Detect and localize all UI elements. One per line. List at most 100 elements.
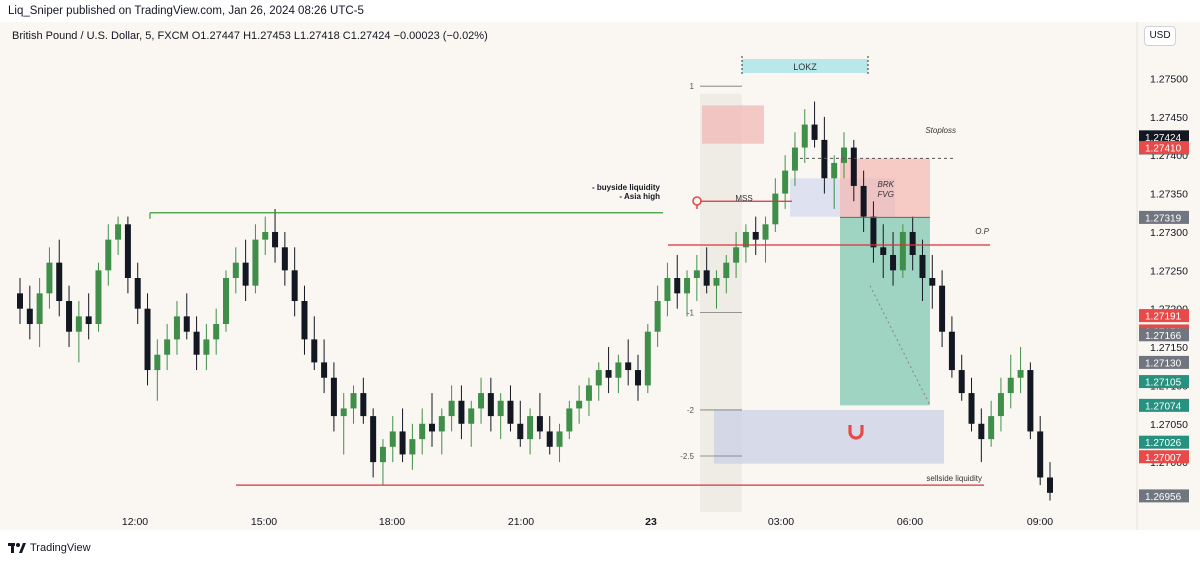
candle-body — [556, 431, 563, 447]
price-label: 1.27074 — [1139, 398, 1189, 412]
candle-body — [968, 393, 975, 424]
tradingview-logo-icon — [8, 543, 26, 553]
candle-body — [1017, 370, 1024, 378]
candle — [605, 347, 612, 394]
candle — [585, 377, 592, 417]
candle — [625, 339, 632, 386]
y-tick-label: 1.27500 — [1150, 74, 1188, 86]
candle-body — [291, 270, 298, 302]
candle — [468, 400, 475, 447]
candle-body — [164, 339, 171, 355]
candle — [546, 416, 553, 455]
candle — [527, 408, 534, 455]
price-label-bg — [1139, 328, 1189, 342]
candle-body — [899, 231, 906, 271]
candle — [713, 270, 720, 309]
candle — [281, 231, 288, 286]
candle — [85, 293, 92, 340]
candle-body — [26, 308, 33, 325]
candle-body — [487, 393, 494, 417]
candle — [615, 354, 622, 394]
symbol-legend[interactable]: British Pound / U.S. Dollar, 5, FXCM O1.… — [12, 30, 488, 42]
candle-body — [723, 262, 730, 278]
candle-body — [821, 139, 828, 179]
candle — [958, 354, 965, 401]
chart-pane[interactable] — [0, 22, 1200, 530]
candle-body — [173, 316, 180, 340]
candle-body — [1037, 431, 1044, 478]
x-tick-label: 21:00 — [508, 516, 534, 528]
price-label-text: 1.26956 — [1145, 492, 1182, 503]
candle-body — [585, 385, 592, 401]
candle — [17, 278, 23, 325]
lokz-label: LOKZ — [793, 62, 817, 72]
price-label-text: 1.27319 — [1145, 213, 1182, 224]
fvg-label: FVG — [878, 190, 894, 199]
stoploss-label: Stoploss — [925, 126, 956, 135]
candle — [487, 377, 494, 432]
path-line — [869, 285, 931, 406]
candle-body — [546, 431, 553, 447]
candle-body — [997, 393, 1004, 417]
candle-body — [389, 431, 396, 447]
candle-body — [595, 370, 602, 386]
candle — [350, 385, 357, 424]
lokz-bar — [742, 59, 868, 73]
candle — [909, 216, 916, 271]
candle-body — [193, 331, 200, 355]
price-label-text: 1.27424 — [1145, 133, 1182, 144]
x-tick-label: 03:00 — [768, 516, 794, 528]
candle — [644, 324, 651, 394]
price-label: 1.27105 — [1139, 375, 1189, 389]
candle-body — [615, 362, 622, 378]
candle — [291, 247, 298, 317]
y-tick-label: 1.27350 — [1150, 189, 1188, 201]
price-label: 1.27007 — [1139, 450, 1189, 464]
candle-body — [95, 270, 102, 325]
candle-body — [124, 224, 131, 278]
candle-body — [144, 308, 151, 371]
price-label-bg — [1139, 309, 1189, 323]
candle — [978, 408, 985, 463]
candle — [536, 393, 543, 440]
currency-button[interactable]: USD — [1144, 26, 1176, 46]
candle — [860, 170, 867, 232]
candle-body — [213, 324, 220, 340]
price-label-text: 1.27007 — [1145, 453, 1182, 464]
mss-label: MSS — [735, 194, 752, 203]
candle — [301, 285, 308, 355]
candle-body — [635, 370, 641, 386]
candle-body — [850, 147, 857, 186]
candle — [252, 224, 259, 294]
candle-body — [340, 408, 347, 417]
candle-body — [674, 278, 681, 294]
magnet-icon — [848, 425, 864, 440]
candle — [801, 109, 808, 163]
candle — [478, 377, 485, 424]
price-label-text: 1.27166 — [1145, 331, 1182, 342]
candle — [988, 400, 995, 447]
candle — [1037, 416, 1044, 486]
candle — [762, 216, 769, 263]
publisher-bar: Liq_Sniper published on TradingView.com,… — [0, 0, 1200, 22]
candle-body — [693, 270, 700, 278]
candle-body — [448, 400, 455, 417]
candle-body — [860, 185, 867, 217]
candle-body — [75, 316, 82, 332]
candle — [507, 385, 514, 432]
candle-body — [527, 416, 534, 440]
candle-body — [644, 331, 651, 386]
candle — [1027, 362, 1034, 440]
price-label-bg — [1139, 210, 1189, 224]
y-tick-label: 1.27300 — [1150, 227, 1188, 239]
candle — [36, 278, 43, 348]
x-tick-label: 12:00 — [122, 516, 148, 528]
candle-body — [330, 377, 337, 417]
candle — [340, 393, 347, 455]
candle — [213, 308, 220, 355]
price-label: 1.26956 — [1139, 489, 1189, 503]
candle — [311, 316, 318, 371]
candle — [360, 377, 367, 424]
price-label-bg — [1139, 489, 1189, 503]
